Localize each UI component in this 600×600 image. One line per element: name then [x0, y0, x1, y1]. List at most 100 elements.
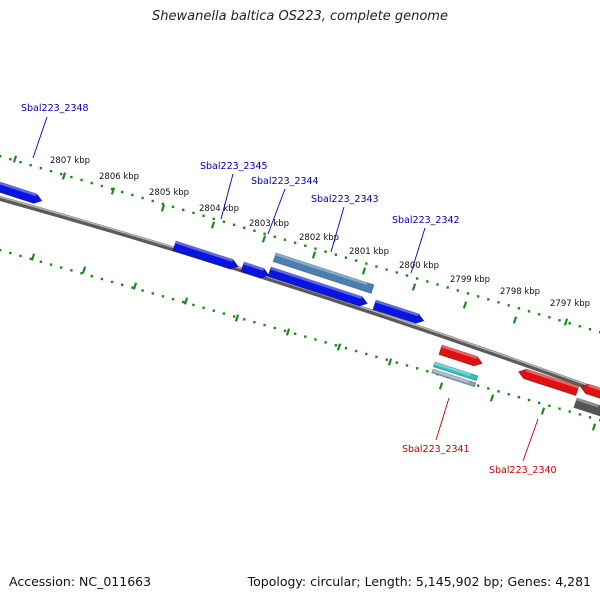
inner-scale-minor-tick [100, 277, 104, 281]
scale-label: 2797 kbp [550, 299, 590, 309]
inner-scale-minor-tick [578, 413, 582, 416]
scale-label: 2806 kbp [99, 172, 139, 182]
inner-scale-minor-tick [171, 297, 175, 301]
outer-scale-major-tick [261, 235, 267, 243]
inner-scale-minor-tick [537, 401, 541, 405]
inner-scale-minor-tick [548, 404, 551, 407]
gene-label-leader [410, 227, 426, 274]
inner-scale-minor-tick [161, 295, 165, 298]
map-title: Shewanella baltica OS223, complete genom… [152, 9, 448, 24]
outer-scale-minor-tick [212, 217, 215, 221]
scale-labels: 2807 kbp 2806 kbp 2805 kbp 2804 kbp 2803 kbp… [50, 156, 590, 309]
outer-scale-minor-tick [375, 265, 378, 268]
gene-2344-small-body [240, 262, 270, 279]
scale-label: 2805 kbp [149, 188, 189, 198]
outer-scale-minor-tick [39, 166, 43, 170]
inner-scale-minor-tick [497, 390, 500, 393]
scale-label: 2807 kbp [50, 156, 90, 166]
outer-scale-minor-tick [293, 241, 297, 244]
inner-scale-major-tick [540, 407, 546, 415]
outer-scale-minor-tick [558, 319, 561, 322]
outer-scale-minor-tick [334, 253, 337, 256]
gene-2341-rna-b-shine [432, 369, 470, 384]
outer-scale-minor-tick [354, 259, 358, 262]
gene-2339 [579, 383, 600, 402]
inner-scale-minor-tick [141, 289, 144, 292]
outer-scale-minor-tick [365, 262, 368, 265]
outer-scale-minor-tick [487, 298, 490, 301]
outer-scale-minor-tick [497, 301, 500, 304]
gene-2343-highlight-body [273, 253, 374, 294]
outer-scale-minor-tick [456, 289, 460, 292]
outer-scale-minor-tick [131, 193, 134, 197]
gene-2341-rna-body [433, 362, 478, 381]
inner-scale-major-tick [489, 394, 495, 402]
inner-scale-minor-tick [151, 292, 154, 295]
gene-2345-shine [175, 241, 234, 262]
outer-scale-minor-tick [171, 205, 175, 209]
inner-scale-minor-tick [395, 361, 399, 364]
inner-scale-minor-tick [334, 344, 337, 347]
inner-scale-minor-tick [385, 358, 388, 361]
gene-2342-body [372, 300, 424, 324]
outer-scale-minor-tick [0, 155, 2, 158]
outer-scale-minor-tick [344, 256, 348, 259]
gene-label-sbal223_2348: Sbal223_2348 [21, 103, 89, 114]
inner-scale-minor-tick [192, 303, 195, 307]
inner-scale-minor-tick [49, 263, 53, 266]
inner-scale-minor-tick [568, 410, 571, 413]
outer-scale-minor-tick [446, 286, 449, 289]
inner-scale-minor-tick [273, 326, 276, 330]
inner-scale-minor-tick [222, 312, 226, 315]
outer-scale-minor-tick [395, 271, 399, 274]
inner-scale-minor-tick [263, 323, 266, 327]
outer-scale-minor-tick [517, 307, 521, 310]
inner-scale-minor-tick [39, 260, 43, 263]
inner-scale-minor-tick [182, 300, 185, 304]
gene-label-sbal223_2345: Sbal223_2345 [200, 161, 268, 172]
gene-2341-rna-b-outline [431, 368, 477, 388]
gene-2348-body [0, 180, 42, 204]
gene-2341 [438, 344, 483, 367]
inner-scale-minor-tick [354, 349, 358, 353]
outer-scale-minor-tick [466, 292, 470, 295]
inner-scale-minor-tick [121, 283, 124, 286]
gene-label-sbal223_2344: Sbal223_2344 [251, 176, 319, 187]
outer-scale-minor-tick [141, 196, 144, 200]
gene-2339-outline [579, 383, 600, 402]
outer-scale-minor-tick [90, 181, 93, 185]
outer-scale-minor-tick [537, 313, 541, 316]
inner-scale-minor-tick [283, 329, 287, 333]
outer-scale-minor-tick [151, 199, 154, 203]
gene-2343-highlight-shine [275, 253, 368, 286]
gene-label-sbal223_2340: Sbal223_2340 [489, 465, 557, 476]
inner-scale-major-tick [30, 253, 36, 261]
outer-scale-minor-tick [80, 178, 83, 182]
gene-2339-gray [573, 397, 600, 418]
inner-scale-minor-tick [253, 321, 256, 324]
inner-scale-minor-tick [19, 254, 22, 258]
scale-label: 2801 kbp [349, 247, 389, 257]
outer-scale-minor-tick [9, 157, 12, 161]
inner-scale-minor-tick [527, 398, 531, 402]
outer-scale-minor-tick [29, 163, 32, 167]
gene-2343-body [267, 267, 368, 307]
gene-2343-outline [267, 266, 369, 307]
gene-2339-gray-outline [573, 397, 600, 418]
gene-2339-shine [587, 384, 600, 394]
gene-2344-small-shine [243, 262, 264, 271]
inner-scale-track [0, 249, 600, 431]
outer-scale-minor-tick [161, 202, 165, 206]
gene-2343-shine [270, 267, 363, 300]
gene-2340-outline [517, 368, 580, 397]
outer-scale-minor-tick [415, 277, 419, 280]
scale-label: 2804 kbp [199, 204, 239, 214]
inner-scale-minor-tick [517, 395, 521, 399]
inner-scale-minor-tick [70, 269, 73, 272]
inner-scale-minor-tick [344, 346, 348, 350]
outer-scale-minor-tick [527, 310, 531, 313]
gene-2341-body [438, 345, 483, 366]
outer-scale-major-tick [311, 251, 317, 259]
accession-label: Accession: NC_011663 [9, 574, 152, 589]
